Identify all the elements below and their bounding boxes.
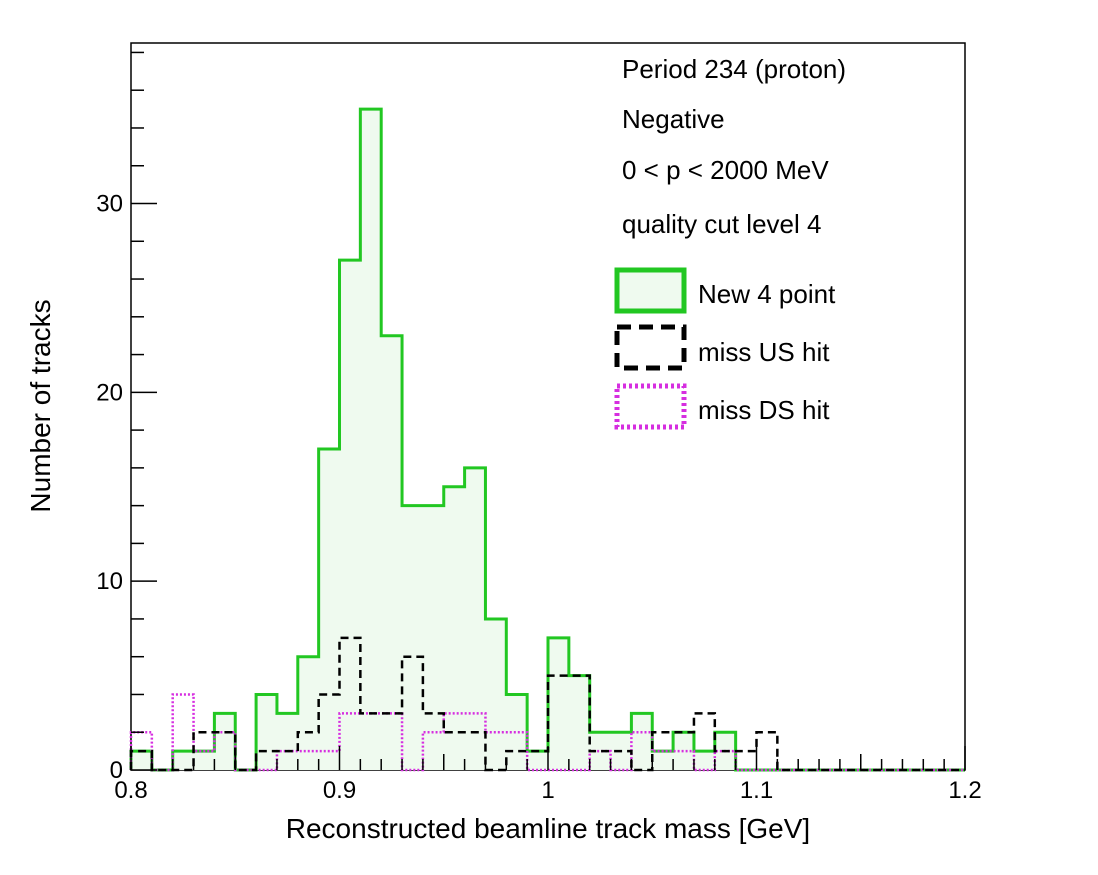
bin-miss-us-hit (298, 732, 319, 770)
bin-miss-us-hit (715, 751, 736, 770)
legend-label-new-4-point: New 4 point (698, 279, 836, 309)
bin-miss-us-hit (757, 732, 778, 770)
series-line-miss-ds-hit (129, 693, 965, 772)
y-tick-label: 10 (96, 568, 123, 595)
annotation-quality: quality cut level 4 (622, 209, 821, 239)
bin-miss-us-hit (611, 751, 632, 770)
bin-miss-us-hit (527, 751, 548, 770)
bin-miss-us-hit (694, 713, 715, 770)
bin-miss-us-hit (194, 732, 215, 770)
bin-miss-ds-hit (485, 732, 506, 770)
x-tick-label: 1.1 (740, 777, 773, 804)
series-layer (129, 107, 965, 772)
bin-miss-us-hit (465, 732, 486, 770)
bin-miss-us-hit (444, 732, 465, 770)
series-miss-ds-hit (129, 693, 965, 772)
legend-swatch-miss-ds-hit (614, 383, 687, 430)
series-miss-us-hit (129, 636, 965, 772)
bin-miss-us-hit (402, 657, 423, 770)
bin-miss-us-hit (548, 676, 569, 770)
y-tick-label: 30 (96, 191, 123, 218)
y-axis-title: Number of tracks (25, 299, 56, 512)
bin-miss-us-hit (360, 713, 381, 770)
bin-miss-us-hit (256, 751, 277, 770)
annotation-block: Period 234 (proton) Negative 0 < p < 200… (622, 54, 846, 239)
bin-miss-us-hit (214, 732, 235, 770)
bin-miss-us-hit (381, 713, 402, 770)
annotation-period: Period 234 (proton) (622, 54, 846, 84)
x-tick-label: 1 (541, 777, 554, 804)
bin-miss-us-hit (277, 751, 298, 770)
x-tick-label: 0.9 (323, 777, 356, 804)
bin-miss-us-hit (423, 713, 444, 770)
legend-swatch-miss-us-hit (614, 324, 687, 371)
bin-miss-us-hit (340, 638, 361, 770)
series-line-miss-us-hit (129, 636, 965, 772)
bin-new-4-point (381, 336, 402, 770)
x-tick-label: 0.8 (114, 777, 147, 804)
annotation-momentum: 0 < p < 2000 MeV (622, 155, 829, 185)
y-tick-label: 20 (96, 379, 123, 406)
series-new-4-point (129, 107, 965, 772)
bin-miss-ds-hit (631, 732, 652, 770)
bin-miss-us-hit (590, 751, 611, 770)
bin-miss-ds-hit (173, 694, 194, 770)
legend: New 4 point miss US hit miss DS hit (614, 267, 836, 430)
bin-miss-us-hit (319, 694, 340, 770)
y-tick-label: 0 (110, 757, 123, 784)
legend-label-miss-us-hit: miss US hit (698, 337, 830, 367)
axis-layer: 0 10 20 30 0.8 0.9 1 1.1 1.2 (96, 51, 982, 804)
bin-miss-us-hit (131, 751, 152, 770)
bin-miss-us-hit (506, 751, 527, 770)
bin-miss-us-hit (569, 676, 590, 770)
annotation-charge: Negative (622, 104, 725, 134)
legend-swatch-new-4-point (614, 267, 687, 314)
bin-miss-us-hit (652, 732, 673, 770)
bin-miss-us-hit (736, 751, 757, 770)
x-tick-label: 1.2 (948, 777, 981, 804)
bin-miss-us-hit (673, 732, 694, 770)
bin-new-4-point (360, 109, 381, 770)
x-axis-title: Reconstructed beamline track mass [GeV] (286, 813, 810, 844)
legend-label-miss-ds-hit: miss DS hit (698, 395, 830, 425)
